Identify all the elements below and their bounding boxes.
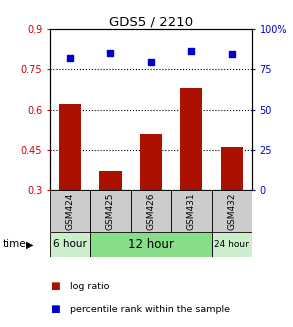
Bar <box>180 88 202 190</box>
Text: ■: ■ <box>50 304 59 314</box>
Text: 6 hour: 6 hour <box>53 239 87 250</box>
Text: 12 hour: 12 hour <box>128 238 174 251</box>
Text: ▶: ▶ <box>25 239 33 250</box>
Point <box>189 48 194 54</box>
Bar <box>90 232 212 257</box>
Point <box>108 50 113 55</box>
Bar <box>221 147 243 190</box>
Bar <box>90 190 131 232</box>
Point <box>68 56 72 61</box>
Text: GSM424: GSM424 <box>66 192 74 230</box>
Text: time: time <box>3 239 27 250</box>
Point <box>149 60 153 65</box>
Text: log ratio: log ratio <box>70 282 110 291</box>
Bar <box>99 171 122 190</box>
Text: GSM425: GSM425 <box>106 192 115 230</box>
Point <box>229 52 234 57</box>
Text: GSM432: GSM432 <box>227 192 236 230</box>
Bar <box>50 232 90 257</box>
Bar <box>140 133 162 190</box>
Bar <box>212 232 252 257</box>
Title: GDS5 / 2210: GDS5 / 2210 <box>109 15 193 28</box>
Bar <box>131 190 171 232</box>
Bar <box>50 190 90 232</box>
Text: ■: ■ <box>50 281 59 291</box>
Text: 24 hour: 24 hour <box>214 240 249 249</box>
Text: percentile rank within the sample: percentile rank within the sample <box>70 304 230 314</box>
Text: GSM426: GSM426 <box>146 192 155 230</box>
Text: GSM431: GSM431 <box>187 192 196 230</box>
Bar <box>212 190 252 232</box>
Bar <box>171 190 212 232</box>
Bar <box>59 104 81 190</box>
